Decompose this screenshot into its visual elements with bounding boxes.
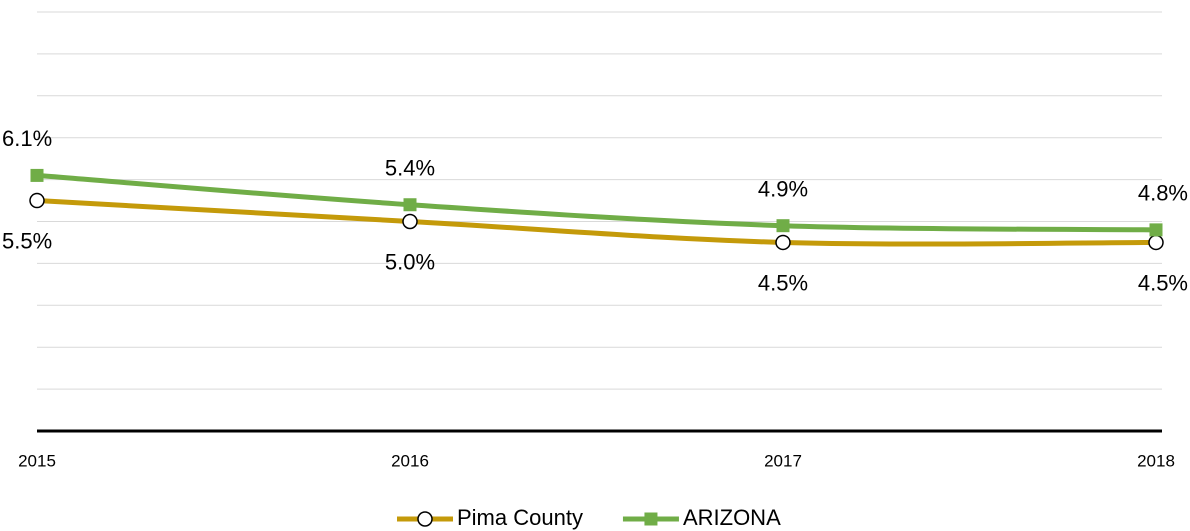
point (29, 192, 45, 209)
data-label: 6.1% (2, 126, 52, 151)
x-tick-label: 2015 (18, 451, 56, 470)
point (644, 512, 658, 526)
series-line (34, 198, 1159, 247)
data-label: 4.5% (1138, 270, 1188, 295)
point (417, 511, 433, 527)
x-tick-label: 2016 (391, 451, 429, 470)
legend-label: ARIZONA (683, 505, 781, 530)
data-label: 4.5% (758, 270, 808, 295)
series-line (34, 172, 1159, 233)
legend: Pima County ARIZONA (397, 505, 781, 530)
data-label: 4.8% (1138, 181, 1188, 206)
x-tick-label: 2018 (1137, 451, 1175, 470)
data-label: 5.4% (385, 156, 435, 181)
point (1149, 223, 1163, 237)
point (402, 213, 418, 230)
point (30, 168, 44, 182)
legend-label: Pima County (457, 505, 583, 530)
data-label: 4.9% (758, 177, 808, 202)
point (403, 198, 417, 212)
point (776, 219, 790, 233)
x-tick-label: 2017 (764, 451, 802, 470)
point (775, 234, 791, 251)
data-label: 5.0% (385, 249, 435, 274)
point (1148, 234, 1164, 251)
data-label: 5.5% (2, 228, 52, 253)
